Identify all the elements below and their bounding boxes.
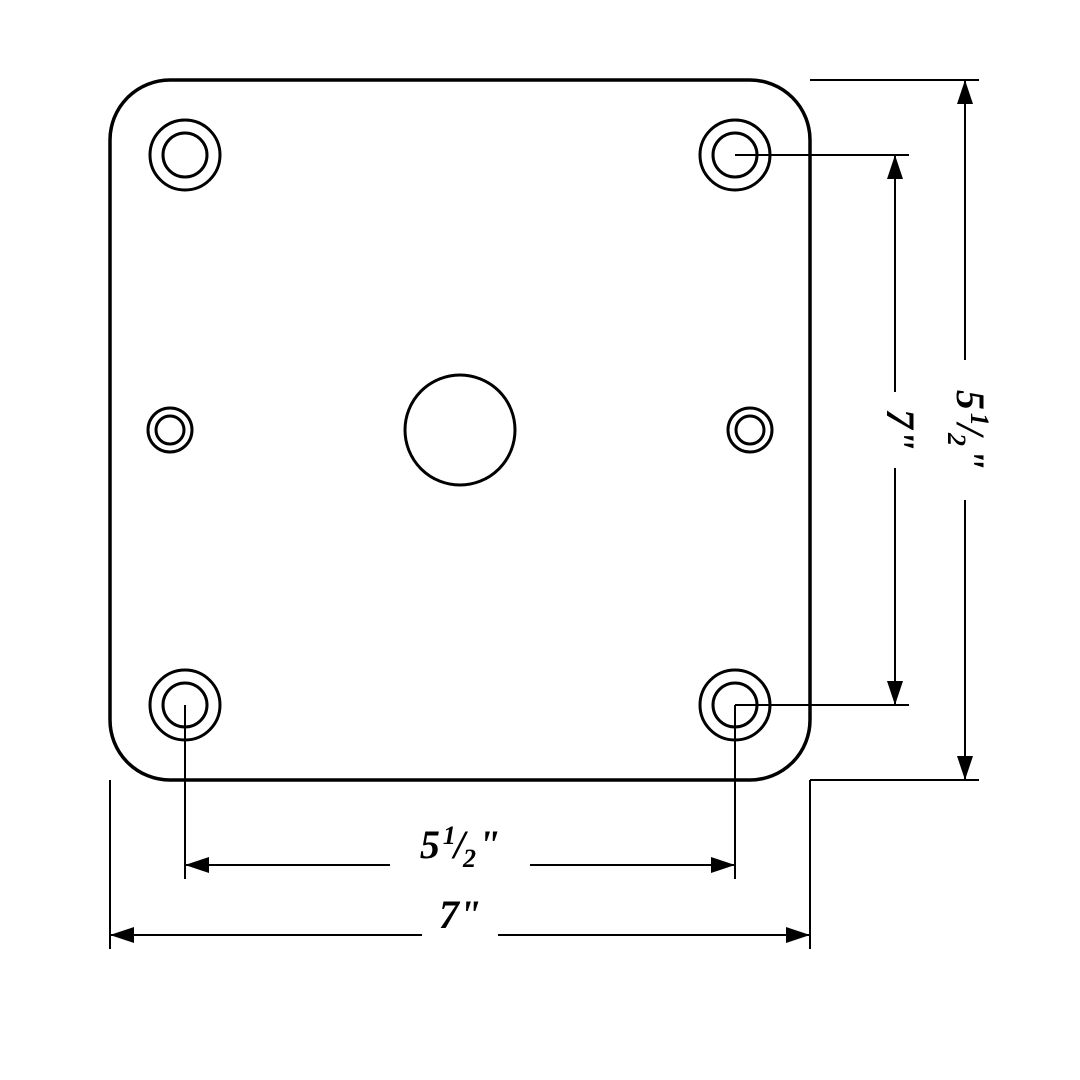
arrowhead-icon (887, 155, 903, 179)
dimension-label: 7" (878, 409, 923, 451)
dimension-annotations: 51/2" 7" 7" 51/2" (110, 80, 994, 949)
mid-hole-inner-0 (156, 416, 184, 444)
plate-outline (110, 80, 810, 780)
arrowhead-icon (185, 857, 209, 873)
mounting-plate (110, 80, 810, 780)
arrowhead-icon (957, 756, 973, 780)
center-hole (405, 375, 515, 485)
arrowhead-icon (110, 927, 134, 943)
corner-hole-inner-0 (163, 133, 207, 177)
mid-hole-inner-1 (736, 416, 764, 444)
dimension-label: 7" (439, 892, 481, 937)
dimension-label: 51/2" (420, 821, 500, 873)
dimension-label: 51/2" (942, 390, 994, 470)
corner-hole-outer-0 (150, 120, 220, 190)
arrowhead-icon (887, 681, 903, 705)
arrowhead-icon (957, 80, 973, 104)
dim-bottom-inner: 51/2" (185, 705, 735, 879)
dimensioned-plate-diagram: 51/2" 7" 7" 51/2" (0, 0, 1080, 1080)
arrowhead-icon (711, 857, 735, 873)
arrowhead-icon (786, 927, 810, 943)
